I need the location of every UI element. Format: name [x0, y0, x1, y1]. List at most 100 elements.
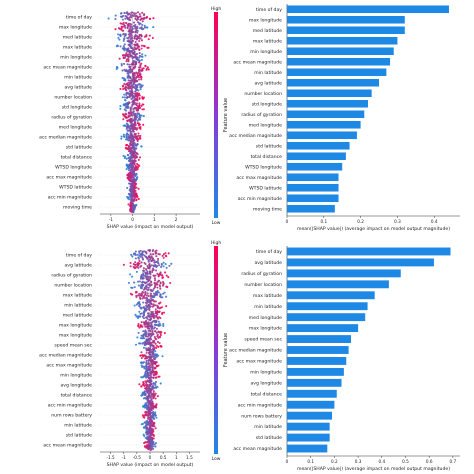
shap-dot: [141, 84, 144, 87]
shap-dot: [135, 199, 138, 202]
shap-dot: [138, 68, 142, 72]
shap-dot: [138, 76, 141, 79]
x-tick-label: 0.1: [307, 459, 314, 464]
shap-dot: [120, 25, 123, 28]
shap-dot: [153, 277, 156, 280]
bar: [287, 346, 349, 354]
shap-dot: [126, 95, 129, 99]
x-tick-label: -0.5: [133, 455, 142, 460]
shap-dot: [148, 267, 151, 270]
bar: [287, 47, 394, 56]
shap-dot: [125, 69, 129, 72]
shap-dot: [141, 23, 144, 27]
shap-dot: [138, 52, 141, 55]
shap-dot: [134, 63, 137, 66]
shap-dot: [142, 267, 145, 270]
shap-dot: [152, 391, 155, 395]
y-tick-label: total distance: [251, 391, 283, 397]
shap-dot: [141, 20, 144, 23]
shap-dot: [134, 40, 137, 44]
y-tick-label: radius of gyration: [241, 271, 282, 277]
shap-dot: [125, 21, 128, 25]
shap-dot: [135, 290, 138, 293]
x-tick-label: 0.2: [331, 459, 338, 464]
shap-dot: [123, 82, 126, 85]
shap-dot: [133, 286, 136, 289]
shap-dot: [130, 81, 133, 84]
shap-dot: [142, 44, 145, 47]
shap-dot: [150, 404, 153, 407]
shap-dot: [129, 273, 132, 276]
shap-dot: [161, 312, 164, 316]
shap-dot: [131, 72, 134, 75]
shap-dot: [146, 292, 149, 295]
shap-dot: [151, 386, 154, 389]
shap-dot: [147, 447, 150, 450]
shap-dot: [151, 352, 154, 355]
bar: [287, 173, 339, 182]
shap-dot: [132, 178, 135, 181]
shap-dot: [139, 63, 142, 66]
shap-dot: [130, 106, 133, 109]
shap-dot: [145, 269, 148, 272]
y-tick-label: acc median magnitude: [39, 135, 92, 141]
shap-dot: [126, 72, 129, 75]
shap-dot: [149, 315, 152, 318]
shap-dot: [122, 263, 125, 266]
shap-dot: [162, 311, 166, 314]
x-tick-label: 1.5: [186, 455, 193, 460]
shap-dot: [154, 382, 157, 385]
shap-dot: [134, 250, 137, 253]
shap-dot: [134, 92, 137, 95]
shap-dot: [137, 322, 140, 326]
shap-dot: [155, 331, 158, 334]
y-tick-label: WTSD longitude: [245, 164, 282, 170]
shap-dot: [123, 96, 126, 99]
shap-dot: [130, 134, 133, 137]
y-tick-label: speed mean sec: [244, 337, 282, 343]
y-tick-label: acc min magnitude: [238, 196, 282, 202]
shap-dot: [130, 194, 133, 197]
bar: [287, 411, 333, 420]
shap-dot: [152, 313, 155, 316]
shap-dot: [145, 286, 148, 289]
shap-dot: [121, 113, 125, 116]
shap-dot: [134, 31, 137, 34]
shap-dot: [147, 421, 150, 424]
x-tick-label: 2: [175, 217, 178, 222]
shap-dot: [140, 85, 143, 88]
shap-dot: [127, 47, 130, 50]
shap-dot: [151, 296, 154, 299]
shap-dot: [129, 53, 132, 56]
y-tick-label: min latitude: [64, 303, 92, 309]
shap-dot: [147, 280, 150, 283]
shap-dot: [136, 116, 139, 119]
bar: [287, 422, 330, 431]
y-tick-label: avg latitude: [254, 80, 282, 86]
x-tick-label: 0.4: [431, 219, 438, 224]
shap-dot: [139, 312, 142, 315]
shap-dot: [124, 124, 127, 128]
shap-dot: [160, 331, 163, 334]
shap-dot: [156, 259, 159, 263]
shap-dot: [139, 66, 142, 69]
shap-dot: [129, 111, 132, 114]
shap-dot: [129, 33, 133, 36]
shap-dot: [126, 63, 129, 66]
shap-dot: [134, 313, 137, 316]
shap-dot: [127, 33, 130, 36]
shap-dot: [151, 329, 154, 332]
shap-dot: [144, 301, 147, 304]
shap-dot: [133, 25, 136, 28]
shap-dot: [138, 123, 141, 126]
shap-dot: [152, 253, 155, 256]
x-tick-label: 0.5: [402, 459, 409, 464]
shap-dot: [128, 158, 131, 161]
shap-dot: [147, 396, 150, 399]
shap-dot: [129, 15, 132, 18]
shap-dot: [132, 21, 136, 24]
shap-dot: [134, 12, 138, 15]
shap-dot: [155, 416, 158, 419]
shap-dot: [128, 19, 131, 22]
shap-dot: [127, 60, 130, 63]
